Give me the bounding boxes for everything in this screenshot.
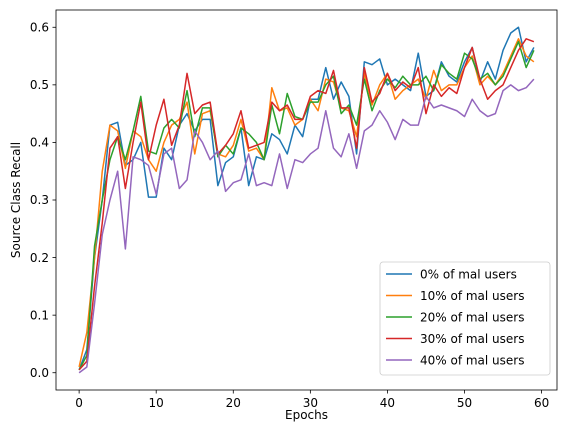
y-tick-label: 0.5 — [30, 78, 49, 92]
y-tick-label: 0.3 — [30, 193, 49, 207]
x-tick-label: 0 — [75, 396, 83, 410]
legend-label-0: 0% of mal users — [420, 267, 517, 281]
series-line-2 — [78, 40, 535, 371]
x-tick-label: 10 — [149, 396, 164, 410]
series-layer — [78, 26, 535, 374]
y-tick-label: 0.4 — [30, 136, 49, 150]
legend-label-2: 20% of mal users — [420, 310, 524, 324]
y-tick-label: 0.1 — [30, 308, 49, 322]
y-tick-label: 0.2 — [30, 251, 49, 265]
series-line-3 — [78, 38, 535, 371]
legend: 0% of mal users 10% of mal users 20% of ma… — [379, 261, 551, 376]
y-tick-label: 0.6 — [30, 20, 49, 34]
legend-box — [379, 261, 551, 376]
legend-label-1: 10% of mal users — [420, 289, 524, 303]
legend-label-3: 30% of mal users — [420, 332, 524, 346]
legend-label-4: 40% of mal users — [420, 353, 524, 367]
x-tick-label: 20 — [226, 396, 241, 410]
x-tick-label: 40 — [380, 396, 395, 410]
y-tick-label: 0.0 — [30, 366, 49, 380]
x-tick-label: 30 — [303, 396, 318, 410]
x-tick-label: 60 — [534, 396, 549, 410]
series-line-0 — [78, 26, 535, 371]
x-tick-label: 50 — [457, 396, 472, 410]
x-axis-label: Epochs — [285, 408, 328, 422]
y-axis-label: Source Class Recall — [9, 142, 23, 258]
axes-layer: 0 10 20 30 40 50 60 0.0 0.1 0.2 0.3 0.4 0.5 0.6 — [30, 9, 558, 410]
series-line-4 — [78, 78, 535, 374]
